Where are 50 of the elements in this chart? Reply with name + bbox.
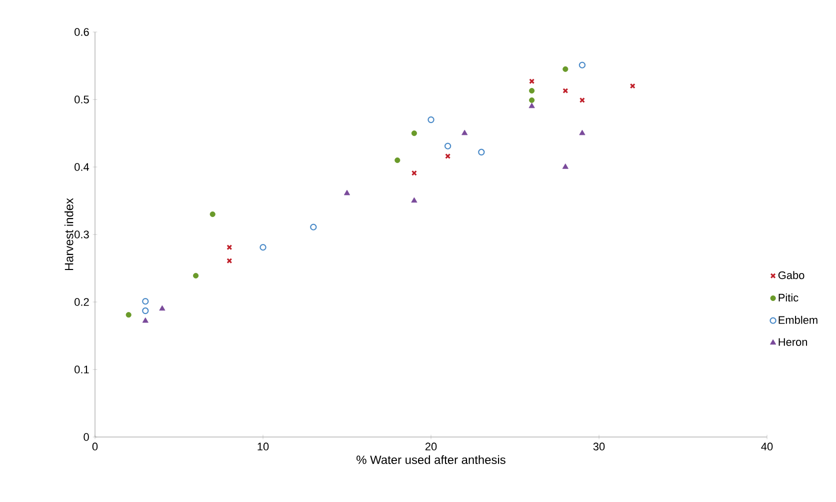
point	[142, 298, 149, 305]
point	[529, 97, 535, 103]
legend-label: Gabo	[778, 271, 804, 280]
x-axis-title: % Water used after anthesis	[356, 455, 506, 464]
point	[411, 197, 418, 203]
point	[394, 157, 400, 164]
point	[193, 272, 199, 278]
point	[444, 142, 452, 150]
point	[630, 83, 636, 89]
legend-label: Emblem	[778, 316, 818, 324]
point	[562, 164, 568, 169]
y-tick-label: 0.5	[74, 96, 89, 104]
y-axis-title: Harvest index	[64, 198, 74, 270]
point	[344, 190, 350, 196]
point	[445, 153, 451, 159]
x-tick-label: 30	[593, 442, 605, 450]
x-tick-label: 10	[258, 442, 269, 450]
y-tick-label: 0.6	[74, 28, 89, 36]
point	[142, 307, 149, 314]
point	[260, 244, 266, 251]
point	[159, 305, 166, 311]
point	[562, 66, 568, 72]
point	[142, 317, 148, 323]
point	[579, 97, 585, 103]
point	[478, 148, 485, 156]
legend-label: Pitic	[778, 293, 798, 302]
point	[529, 78, 535, 84]
y-tick-label: 0	[84, 433, 89, 441]
point	[529, 88, 535, 94]
point	[579, 130, 586, 136]
point	[578, 62, 586, 68]
point	[462, 130, 468, 136]
x-tick-label: 20	[425, 442, 437, 450]
legend-label: Heron	[778, 338, 808, 346]
point	[528, 102, 535, 108]
y-tick-label: 0.3	[74, 230, 89, 238]
x-tick-label: 0	[92, 442, 98, 450]
point	[428, 116, 434, 124]
point	[126, 312, 132, 318]
point	[562, 88, 568, 94]
point	[210, 211, 216, 218]
x-tick-label: 40	[761, 442, 773, 450]
point	[226, 258, 232, 264]
y-tick-label: 0.2	[74, 298, 89, 306]
y-tick-label: 0.4	[74, 163, 90, 171]
point	[226, 244, 232, 250]
point	[411, 130, 417, 136]
y-tick-label: 0.1	[74, 366, 89, 374]
point	[411, 170, 417, 176]
point	[310, 224, 317, 230]
